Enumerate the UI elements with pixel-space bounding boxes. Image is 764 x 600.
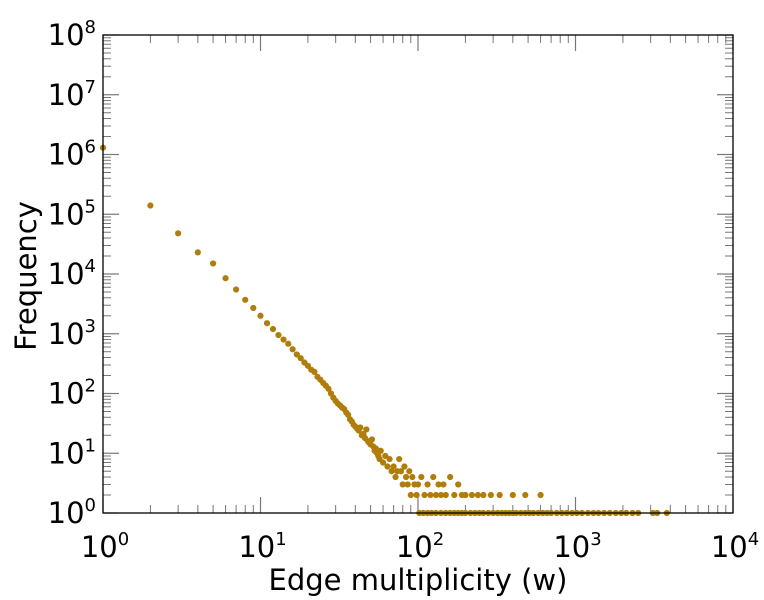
x-tick-labels: 100 101 102 103 104 (81, 529, 759, 564)
y-tick-label: 102 (48, 376, 96, 411)
data-point (194, 249, 201, 256)
y-tick-label: 100 (48, 495, 96, 530)
data-point (427, 491, 434, 499)
y-axis-title: Frequency (9, 201, 43, 351)
minor-ticks (103, 35, 733, 513)
data-point (289, 346, 296, 353)
data-point (424, 481, 431, 488)
data-point (379, 459, 387, 466)
data-point (447, 473, 454, 481)
data-point (430, 473, 437, 481)
x-tick-label: 100 (81, 529, 129, 564)
major-ticks (102, 34, 734, 514)
data-point (509, 491, 516, 499)
data-point (407, 491, 414, 499)
data-point (401, 463, 408, 470)
data-point (396, 455, 403, 463)
data-point (432, 491, 440, 499)
data-point (384, 463, 391, 470)
data-point (409, 473, 416, 481)
data-point (413, 491, 420, 499)
data-point (250, 304, 257, 312)
data-point (285, 340, 292, 347)
data-point (522, 491, 529, 499)
y-tick-label: 101 (48, 435, 96, 470)
x-tick-label: 101 (238, 529, 286, 564)
y-tick-label: 106 (48, 137, 96, 172)
x-axis-title: Edge multiplicity (w) (269, 563, 568, 597)
data-point (222, 275, 229, 282)
data-point (487, 491, 494, 499)
data-point (293, 351, 300, 358)
y-tick-label: 103 (48, 316, 96, 351)
data-point (468, 491, 476, 499)
data-point (386, 455, 393, 463)
data-point (392, 473, 399, 481)
data-point (388, 468, 395, 475)
data-point (390, 463, 397, 470)
data-point (442, 491, 449, 499)
data-point (406, 468, 413, 475)
data-point (437, 491, 445, 499)
data-point (474, 491, 481, 499)
data-point (368, 436, 376, 443)
data-point (435, 481, 442, 488)
data-point (269, 325, 277, 333)
y-tick-label: 105 (48, 196, 96, 231)
y-tick-label: 108 (48, 17, 96, 52)
data-point (418, 473, 425, 481)
data-point (451, 491, 458, 499)
data-point (311, 368, 318, 375)
data-point (147, 202, 154, 209)
data-point (233, 286, 240, 293)
y-tick-label: 104 (48, 256, 96, 291)
data-point (280, 336, 287, 343)
data-point (537, 491, 544, 499)
data-point (382, 452, 389, 460)
data-point (421, 491, 428, 499)
data-point (275, 331, 282, 339)
plot-frame (102, 34, 734, 514)
data-point (462, 491, 469, 499)
data-point (263, 320, 271, 327)
data-point (377, 447, 384, 454)
data-point (399, 481, 406, 488)
data-point (209, 260, 217, 267)
data-point (440, 481, 447, 488)
x-tick-label: 102 (396, 529, 444, 564)
data-point (325, 385, 332, 392)
data-point (397, 468, 405, 475)
x-tick-label: 103 (553, 529, 601, 564)
data-point (372, 445, 379, 452)
data-point (175, 230, 182, 237)
data-point (402, 473, 410, 481)
y-tick-labels: 100 101 102 103 104 105 106 107 108 (48, 17, 96, 530)
data-point (455, 481, 462, 488)
y-tick-label: 107 (48, 77, 96, 112)
data-point (242, 296, 249, 303)
data-point (257, 312, 264, 319)
data-points (99, 144, 670, 517)
data-point (297, 355, 304, 362)
data-point (404, 481, 411, 488)
data-point (363, 426, 370, 433)
x-tick-label: 104 (711, 529, 759, 564)
data-point (496, 491, 503, 499)
data-point (480, 491, 487, 499)
data-point (357, 424, 364, 431)
data-point (414, 481, 422, 488)
